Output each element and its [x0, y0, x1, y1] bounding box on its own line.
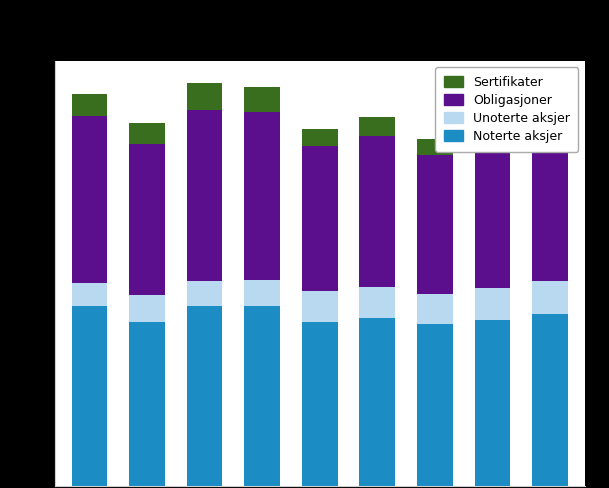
Bar	[532, 314, 568, 486]
Bar	[474, 320, 510, 486]
Bar	[244, 87, 280, 112]
Bar	[359, 287, 395, 318]
Bar	[71, 94, 107, 116]
Bar	[71, 283, 107, 306]
Bar	[417, 294, 452, 324]
Bar	[71, 116, 107, 283]
Bar	[302, 291, 337, 322]
Bar	[129, 322, 165, 486]
Bar	[244, 112, 280, 280]
Bar	[532, 122, 568, 282]
Bar	[474, 288, 510, 320]
Bar	[359, 318, 395, 486]
Bar	[302, 129, 337, 146]
Bar	[129, 123, 165, 144]
Bar	[129, 144, 165, 295]
Bar	[187, 83, 222, 110]
Bar	[129, 295, 165, 322]
Bar	[302, 146, 337, 291]
Bar	[71, 306, 107, 486]
Bar	[187, 306, 222, 486]
Bar	[244, 306, 280, 486]
Bar	[417, 155, 452, 294]
Bar	[532, 100, 568, 122]
Bar	[359, 136, 395, 287]
Bar	[244, 280, 280, 306]
Bar	[187, 110, 222, 282]
Bar	[359, 117, 395, 136]
Bar	[417, 324, 452, 486]
Legend: Sertifikater, Obligasjoner, Unoterte aksjer, Noterte aksjer: Sertifikater, Obligasjoner, Unoterte aks…	[435, 67, 579, 152]
Bar	[187, 282, 222, 306]
Bar	[474, 117, 510, 140]
Bar	[532, 282, 568, 314]
Bar	[302, 322, 337, 486]
Bar	[417, 139, 452, 155]
Bar	[474, 140, 510, 288]
